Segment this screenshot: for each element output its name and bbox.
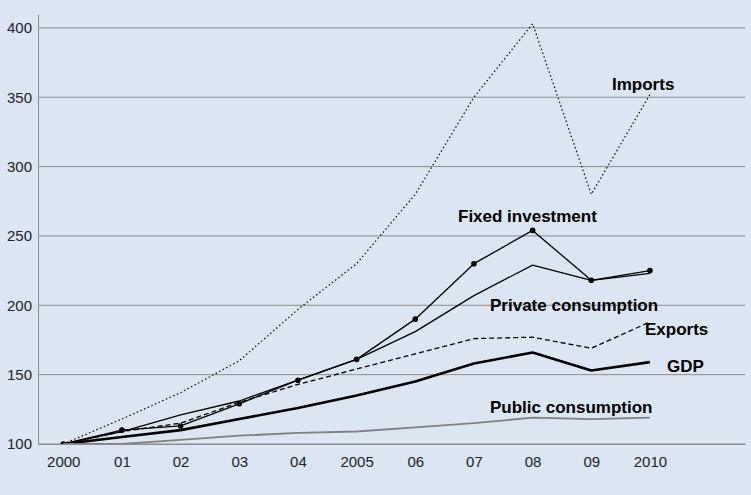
grid-line <box>38 27 745 28</box>
y-tick-label: 350 <box>7 89 32 106</box>
x-tick-label: 07 <box>466 453 483 470</box>
grid <box>38 28 745 444</box>
series-marker <box>647 268 653 274</box>
y-tick: 150 <box>7 366 38 383</box>
x-tick-label: 03 <box>231 453 248 470</box>
x-tick: 04 <box>290 444 307 470</box>
y-tick: 200 <box>7 297 38 314</box>
x-tick-label: 02 <box>173 453 190 470</box>
x-tick-label: 2000 <box>47 453 80 470</box>
x-tick: 08 <box>525 444 542 470</box>
series-label: Exports <box>645 320 708 339</box>
x-tick: 02 <box>173 444 190 470</box>
grid-line <box>38 166 745 167</box>
y-tick-label: 150 <box>7 366 32 383</box>
y-tick: 250 <box>7 227 38 244</box>
x-tick: 2010 <box>634 444 667 470</box>
x-tick-label: 04 <box>290 453 307 470</box>
x-tick-label: 2005 <box>340 453 373 470</box>
y-tick: 300 <box>7 158 38 175</box>
x-tick-label: 06 <box>407 453 424 470</box>
x-tick: 03 <box>231 444 248 470</box>
series-label: Private consumption <box>490 296 658 315</box>
chart: 100 150 200 250 300 350 400 2000 01 02 03 04 2005 06 0… <box>0 0 751 495</box>
series-label: Imports <box>612 75 674 94</box>
plot: 100 150 200 250 300 350 400 2000 01 02 03 04 2005 06 0… <box>7 15 746 470</box>
background <box>0 0 751 495</box>
series-label: Public consumption <box>490 398 652 417</box>
grid-line <box>38 97 745 98</box>
y-axis: 100 150 200 250 300 350 400 <box>7 15 39 453</box>
x-axis-line <box>39 444 746 445</box>
x-tick: 2005 <box>340 444 373 470</box>
series-line <box>63 24 650 444</box>
y-axis-line <box>38 15 39 445</box>
series-group <box>60 24 652 444</box>
y-tick: 350 <box>7 89 38 106</box>
series-marker <box>530 228 536 234</box>
x-tick-label: 08 <box>525 453 542 470</box>
series-labels: Imports Fixed investment Private consumpti… <box>458 75 708 417</box>
x-tick: 01 <box>114 444 131 470</box>
series-marker <box>178 423 184 429</box>
x-tick: 07 <box>466 444 483 470</box>
y-tick-label: 400 <box>7 19 32 36</box>
y-tick: 100 <box>7 435 38 452</box>
series-line <box>63 322 650 444</box>
y-tick-label: 300 <box>7 158 32 175</box>
series-line <box>63 418 650 444</box>
y-tick-label: 100 <box>7 435 32 452</box>
grid-line <box>38 444 745 445</box>
x-axis: 2000 01 02 03 04 2005 06 07 08 09 2010 <box>39 444 746 470</box>
y-tick: 400 <box>7 19 38 36</box>
series-label: GDP <box>667 357 704 376</box>
x-tick: 2000 <box>47 444 80 470</box>
series-line <box>63 265 650 444</box>
series-label: Fixed investment <box>458 207 597 226</box>
x-tick-label: 09 <box>583 453 600 470</box>
x-tick-label: 2010 <box>634 453 667 470</box>
grid-line <box>38 235 745 236</box>
y-tick-label: 200 <box>7 297 32 314</box>
grid-line <box>38 374 745 375</box>
x-tick: 09 <box>583 444 600 470</box>
y-tick-label: 250 <box>7 227 32 244</box>
series-marker <box>412 316 418 322</box>
series-marker <box>471 261 477 267</box>
x-tick: 06 <box>407 444 424 470</box>
x-tick-label: 01 <box>114 453 131 470</box>
